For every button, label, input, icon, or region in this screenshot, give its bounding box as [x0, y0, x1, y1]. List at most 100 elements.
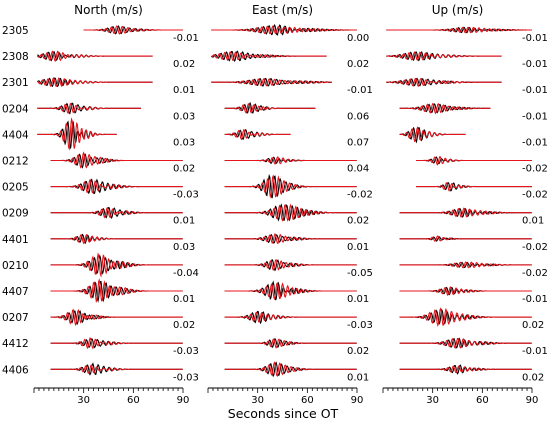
station-label: 2305 — [2, 25, 29, 37]
offset-label: 0.02 — [522, 320, 544, 331]
station-label: 0209 — [2, 208, 29, 220]
offset-label: 0.01 — [173, 85, 195, 96]
synthetic-trace — [50, 364, 183, 374]
offset-label: 0.02 — [347, 346, 369, 357]
offset-label: -0.01 — [522, 346, 548, 357]
offset-label: 0.04 — [347, 164, 369, 175]
synthetic-trace — [37, 102, 141, 115]
offset-label: 0.02 — [522, 372, 544, 383]
offset-label: -0.05 — [347, 268, 373, 279]
x-tick-label: 60 — [301, 395, 314, 406]
offset-label: 0.03 — [173, 242, 195, 253]
synthetic-trace — [399, 307, 532, 327]
synthetic-trace — [399, 286, 532, 296]
synthetic-trace — [416, 182, 532, 192]
offset-label: -0.01 — [522, 33, 548, 44]
synthetic-trace — [224, 338, 357, 349]
offset-label: -0.02 — [347, 190, 373, 201]
synthetic-trace — [399, 365, 532, 374]
x-tick-label: 60 — [127, 395, 140, 406]
station-label: 4412 — [2, 338, 29, 350]
offset-label: -0.02 — [522, 190, 548, 201]
synthetic-trace — [224, 258, 357, 271]
synthetic-trace — [36, 50, 153, 63]
station-label: 2301 — [2, 77, 29, 89]
synthetic-trace — [399, 102, 491, 115]
synthetic-trace — [399, 126, 466, 143]
offset-label: 0.01 — [522, 216, 544, 227]
station-label: 0207 — [2, 312, 29, 324]
x-tick-label: 90 — [351, 395, 364, 406]
station-label: 0204 — [2, 103, 29, 115]
panel-title: North (m/s) — [74, 3, 143, 17]
offset-label: 0.06 — [347, 111, 369, 122]
station-label: 4407 — [2, 286, 29, 298]
synthetic-trace — [399, 261, 532, 269]
offset-label: 0.00 — [347, 33, 369, 44]
offset-labels: -0.01 0.02 0.01 0.03 0.03 0.02 -0.03 0.01 0.03 -0… — [173, 33, 548, 383]
synthetic-trace — [224, 156, 357, 165]
synthetic-trace — [224, 103, 316, 114]
station-label: 0210 — [2, 260, 29, 272]
waveform-traces — [36, 23, 532, 378]
synthetic-trace — [224, 311, 357, 323]
panel-title: Up (m/s) — [432, 3, 484, 17]
offset-label: -0.02 — [522, 268, 548, 279]
panel-title: East (m/s) — [252, 3, 313, 17]
synthetic-trace — [416, 155, 532, 166]
x-tick-label: 90 — [526, 395, 539, 406]
synthetic-trace — [224, 203, 357, 222]
x-axis-label: Seconds since OT — [228, 406, 339, 421]
offset-label: 0.01 — [347, 372, 369, 383]
offset-label: -0.03 — [173, 346, 199, 357]
synthetic-trace — [36, 76, 153, 88]
synthetic-trace — [50, 233, 183, 245]
offset-label: 0.02 — [173, 164, 195, 175]
station-label: 4406 — [2, 364, 29, 376]
synthetic-trace — [50, 308, 183, 327]
panel-titles: North (m/s) East (m/s) Up (m/s) — [74, 3, 483, 17]
synthetic-trace — [224, 232, 357, 245]
station-label: 4401 — [2, 234, 29, 246]
station-labels: 2305 2308 2301 0204 4404 0212 0205 0209 4401 0210… — [2, 25, 29, 376]
offset-label: -0.01 — [347, 85, 373, 96]
offset-label: 0.02 — [347, 59, 369, 70]
station-label: 2308 — [2, 51, 29, 63]
offset-label: 0.02 — [347, 216, 369, 227]
offset-label: -0.04 — [173, 268, 199, 279]
synthetic-trace — [399, 337, 532, 349]
synthetic-trace — [50, 178, 183, 194]
offset-label: 0.01 — [173, 216, 195, 227]
x-tick-label: 90 — [177, 395, 190, 406]
offset-label: -0.01 — [522, 294, 548, 305]
offset-label: -0.03 — [173, 372, 199, 383]
synthetic-trace — [50, 252, 183, 278]
x-tick-label: 60 — [476, 395, 489, 406]
offset-label: -0.01 — [173, 33, 199, 44]
synthetic-trace — [224, 174, 357, 199]
synthetic-trace — [50, 206, 183, 219]
synthetic-trace — [386, 26, 532, 34]
offset-label: 0.02 — [173, 59, 195, 70]
synthetic-trace — [211, 51, 327, 62]
synthetic-trace — [211, 25, 357, 35]
synthetic-trace — [399, 207, 532, 218]
x-tick-label: 30 — [426, 395, 439, 406]
offset-label: 0.07 — [347, 137, 369, 148]
x-tick-label: 30 — [77, 395, 90, 406]
time-axes: 30 60 90 30 60 90 30 60 90 — [33, 387, 539, 406]
synthetic-trace — [386, 51, 502, 61]
offset-label: -0.01 — [522, 85, 548, 96]
synthetic-trace — [399, 235, 532, 242]
offset-label: 0.01 — [347, 294, 369, 305]
offset-label: -0.01 — [522, 111, 548, 122]
offset-label: -0.01 — [522, 137, 548, 148]
station-label: 0212 — [2, 156, 29, 168]
synthetic-trace — [211, 77, 332, 87]
offset-label: 0.01 — [347, 242, 369, 253]
offset-label: -0.03 — [347, 320, 373, 331]
station-label: 4404 — [2, 129, 29, 141]
offset-label: -0.03 — [173, 190, 199, 201]
synthetic-trace — [37, 117, 117, 151]
